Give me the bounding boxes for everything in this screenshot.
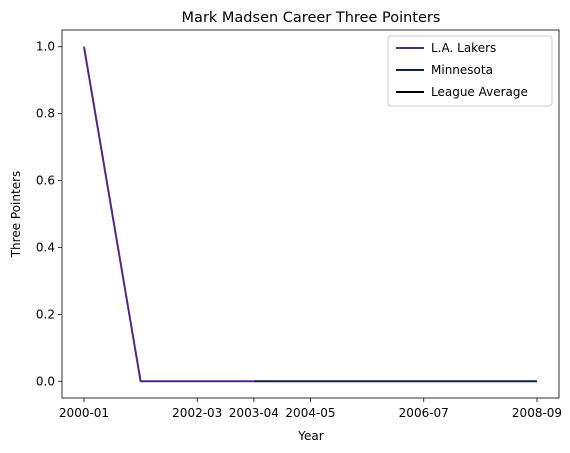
x-axis-label: Year — [297, 429, 323, 443]
legend-label-1: Minnesota — [431, 63, 493, 77]
legend-label-2: League Average — [431, 85, 528, 99]
y-tick-label-4: 0.8 — [36, 107, 55, 121]
x-axis-ticks: 2000-01 2002-03 2003-04 2004-05 2006-07 2008-… — [59, 398, 562, 420]
x-tick-label-2: 2003-04 — [229, 406, 279, 420]
legend-box — [387, 35, 553, 107]
x-tick-label-0: 2000-01 — [59, 406, 109, 420]
series-layer — [83, 46, 537, 383]
y-tick-label-1: 0.2 — [36, 307, 55, 321]
chart-title: Mark Madsen Career Three Pointers — [182, 10, 441, 26]
x-tick-label-4: 2006-07 — [399, 406, 449, 420]
y-axis-ticks: 0.0 0.2 0.4 0.6 0.8 1.0 — [36, 40, 62, 388]
y-tick-label-3: 0.6 — [36, 174, 55, 188]
y-axis-label: Three Pointers — [9, 171, 23, 259]
y-tick-label-0: 0.0 — [36, 374, 55, 388]
y-tick-label-2: 0.4 — [36, 240, 55, 254]
legend-label-0: L.A. Lakers — [431, 41, 496, 55]
x-tick-label-1: 2002-03 — [172, 406, 222, 420]
x-tick-label-3: 2004-05 — [285, 406, 335, 420]
series-line-0 — [83, 46, 254, 383]
x-tick-label-5: 2008-09 — [512, 406, 562, 420]
y-tick-label-5: 1.0 — [36, 40, 55, 54]
legend: L.A. Lakers Minnesota League Average — [387, 35, 553, 107]
